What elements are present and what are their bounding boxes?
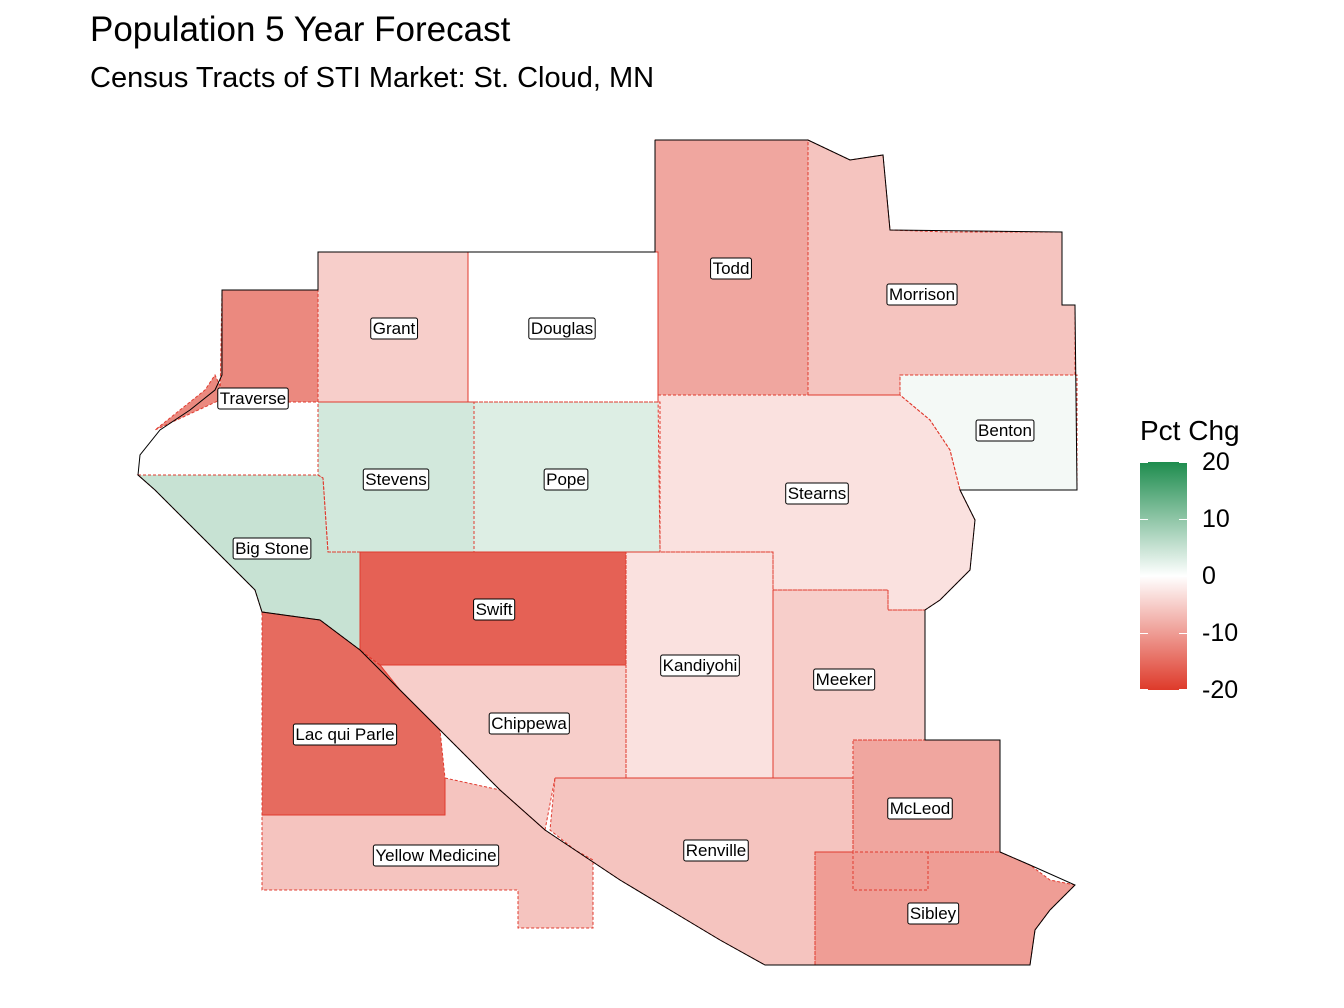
legend-tick-label: 10	[1202, 505, 1230, 533]
county-label-box	[886, 283, 958, 306]
county-label-lac-qui-parle: Lac qui Parle	[292, 723, 398, 746]
county-label-meeker: Meeker	[813, 668, 876, 691]
county-label-swift: Swift	[473, 598, 516, 621]
county-label-big-stone: Big Stone	[232, 537, 312, 560]
county-region-renville	[550, 778, 853, 965]
county-label-box	[710, 257, 752, 280]
county-region-chippewa	[380, 665, 626, 830]
county-label-text: Renville	[686, 841, 746, 860]
county-label-text: Todd	[713, 259, 750, 278]
county-label-box	[887, 797, 953, 820]
legend-title: Pct Chg	[1140, 415, 1240, 446]
county-label-text: Pope	[546, 470, 586, 489]
county-label-box	[488, 712, 570, 735]
county-label-text: Yellow Medicine	[375, 846, 496, 865]
county-label-text: Benton	[978, 421, 1032, 440]
county-label-box	[292, 723, 398, 746]
map-title: Population 5 Year Forecast	[90, 10, 511, 49]
county-label-todd: Todd	[710, 257, 752, 280]
county-label-box	[372, 844, 500, 867]
county-label-text: Meeker	[816, 670, 873, 689]
county-label-text: Chippewa	[491, 714, 567, 733]
county-label-box	[813, 668, 876, 691]
legend-tick-label: -10	[1202, 619, 1239, 647]
legend-tick-mark	[1140, 462, 1148, 463]
county-label-kandiyohi: Kandiyohi	[660, 654, 740, 677]
county-label-text: Traverse	[220, 389, 286, 408]
county-label-box	[660, 654, 740, 677]
county-label-box	[217, 387, 289, 410]
county-label-box	[785, 482, 849, 505]
market-boundary	[137, 139, 1078, 966]
legend-tick-mark	[1179, 519, 1187, 520]
county-label-box	[683, 839, 749, 862]
county-label-pope: Pope	[543, 468, 589, 491]
county-label-text: Sibley	[910, 904, 957, 923]
county-label-benton: Benton	[975, 419, 1035, 442]
county-label-morrison: Morrison	[886, 283, 958, 306]
legend-tick-mark	[1179, 576, 1187, 577]
county-label-box	[232, 537, 312, 560]
county-label-box	[370, 317, 419, 340]
county-label-box	[528, 317, 596, 340]
county-label-text: Grant	[373, 319, 416, 338]
legend-tick-label: 20	[1202, 448, 1230, 476]
county-border-benton	[899, 374, 1078, 491]
map-subtitle: Census Tracts of STI Market: St. Cloud, …	[90, 62, 655, 94]
legend-tick-mark	[1140, 633, 1148, 634]
legend-tick-mark	[1140, 519, 1148, 520]
legend-tick-mark	[1179, 689, 1187, 690]
county-label-grant: Grant	[370, 317, 419, 340]
county-label-box	[473, 598, 516, 621]
county-label-text: Douglas	[531, 319, 593, 338]
county-label-mcleod: McLeod	[887, 797, 953, 820]
county-label-text: Swift	[476, 600, 513, 619]
county-label-chippewa: Chippewa	[488, 712, 570, 735]
county-label-stevens: Stevens	[362, 468, 430, 491]
county-label-text: Stearns	[788, 484, 847, 503]
county-label-stearns: Stearns	[785, 482, 849, 505]
county-region-lac-qui-parle	[262, 612, 445, 815]
county-label-yellow-medicine: Yellow Medicine	[372, 844, 500, 867]
legend-tick-label: -20	[1202, 676, 1239, 704]
county-label-text: Kandiyohi	[663, 656, 738, 675]
county-region-big-stone	[138, 475, 360, 650]
county-label-box	[543, 468, 589, 491]
county-label-sibley: Sibley	[907, 902, 960, 925]
county-label-douglas: Douglas	[528, 317, 596, 340]
county-label-renville: Renville	[683, 839, 749, 862]
county-label-box	[975, 419, 1035, 442]
county-label-text: Stevens	[365, 470, 426, 489]
county-label-box	[362, 468, 430, 491]
county-label-text: Big Stone	[235, 539, 309, 558]
county-label-box	[907, 902, 960, 925]
county-label-text: Morrison	[889, 285, 955, 304]
county-label-traverse: Traverse	[217, 387, 289, 410]
county-label-text: Lac qui Parle	[295, 725, 394, 744]
legend-tick-mark	[1179, 462, 1187, 463]
county-region-morrison	[808, 140, 1075, 395]
legend-tick-mark	[1179, 633, 1187, 634]
legend-tick-label: 0	[1202, 562, 1216, 590]
county-border-kandiyohi	[625, 551, 774, 779]
legend-tick-mark	[1140, 576, 1148, 577]
county-label-text: McLeod	[890, 799, 950, 818]
legend-tick-mark	[1140, 689, 1148, 690]
county-border-yellow-medicine	[261, 777, 594, 929]
